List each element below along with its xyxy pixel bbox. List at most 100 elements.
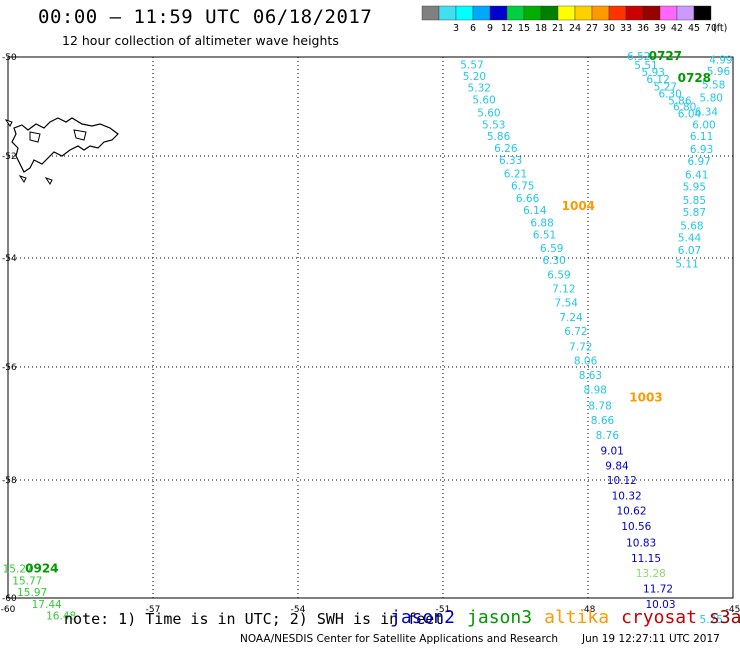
colorbar-swatch: [540, 5, 559, 21]
wave-height-value: 17.44: [32, 599, 62, 611]
wave-height-value: 6.59: [540, 243, 563, 255]
latitude-tick-label: -52: [2, 152, 17, 162]
wave-height-value: 6.51: [533, 230, 556, 242]
wave-height-value: 6.80: [673, 102, 696, 114]
wave-height-value: 5.85: [683, 195, 706, 207]
wave-height-value: 6.34: [695, 106, 719, 118]
wave-height-value: 6.93: [690, 144, 713, 156]
wave-height-value: 6.12: [646, 74, 669, 86]
wave-height-value: 9.84: [605, 460, 629, 472]
wave-height-value: 7.24: [559, 312, 583, 324]
wave-height-value: 16.48: [46, 611, 76, 623]
wave-height-value: 10.83: [626, 538, 656, 550]
wave-height-value: 8.63: [579, 370, 602, 382]
colorbar-unit-label: (ft): [713, 23, 727, 34]
wave-height-value: 5.44: [678, 233, 702, 245]
falkland-islands-coastline: [4, 117, 119, 185]
longitude-tick-label: -45: [726, 605, 740, 615]
wave-height-value: 5.68: [680, 220, 703, 232]
wave-height-value: 4.99: [709, 54, 732, 66]
pass-time-labels: 0727 0728 1004 1003 0924: [25, 49, 711, 575]
wave-height-value: 6.21: [504, 168, 527, 180]
colorbar-tick-label: 21: [552, 23, 564, 34]
footer-timestamp: Jun 19 12:27:11 UTC 2017: [582, 633, 720, 645]
colorbar-swatch: [591, 5, 610, 21]
colorbar-tick-label: 9: [487, 23, 493, 34]
wave-height-value: 7.54: [555, 298, 579, 310]
wave-height-value: 6.59: [547, 269, 570, 281]
colorbar-tick-label: 18: [535, 23, 547, 34]
wave-height-value: 6.30: [542, 255, 565, 267]
colorbar-swatch: [557, 5, 576, 21]
wave-height-value: 5.96: [707, 66, 731, 78]
colorbar-tick-label: 42: [671, 23, 683, 34]
wave-height-value: 5.86: [487, 131, 511, 143]
wave-height-value: 6.14: [523, 205, 547, 217]
satellite-legend: jason2 jason3 altika cryosat s3a: [390, 607, 740, 628]
wave-height-value: 11.15: [631, 553, 661, 565]
wave-height-value: 5.53: [482, 119, 505, 131]
colorbar-swatch: [659, 5, 678, 21]
colorbar-swatch: [608, 5, 627, 21]
latitude-tick-label: -56: [2, 363, 17, 373]
satellite-legend-altika: altika: [544, 607, 610, 628]
wave-height-value: 6.88: [530, 217, 553, 229]
latitude-tick-label: -50: [2, 53, 17, 63]
colorbar-swatch: [574, 5, 593, 21]
longitude-tick-label: -57: [146, 605, 161, 615]
longitude-tick-label: -60: [1, 605, 16, 615]
wave-height-value: 10.03: [645, 599, 675, 611]
color-legend: 3 6 9 12 15 18 21 24 27 30 33 36 39 42 45 70(ft): [421, 5, 727, 34]
wave-height-value: 5.11: [675, 258, 698, 270]
wave-height-value: 6.26: [494, 143, 518, 155]
pass-time-label: 0924: [25, 562, 58, 576]
colorbar-swatch: [523, 5, 542, 21]
wave-height-value: 5.60: [477, 107, 500, 119]
pass-time-label: 1004: [562, 199, 595, 213]
wave-height-value: 5.58: [702, 80, 725, 92]
colorbar-tick-label: 24: [569, 23, 581, 34]
latitude-tick-label: -58: [2, 476, 17, 486]
wave-height-value: 6.52: [627, 51, 650, 63]
wave-height-value: 5.80: [700, 93, 723, 105]
longitude-tick-label: -51: [436, 605, 451, 615]
wave-height-value: 5.57: [460, 59, 483, 71]
wave-height-value: 5.20: [463, 71, 486, 83]
wave-height-value: 10.12: [607, 475, 637, 487]
map-subtitle: 12 hour collection of altimeter wave hei…: [62, 33, 339, 48]
satellite-legend-jason3: jason3: [467, 607, 533, 628]
satellite-legend-jason2: jason2: [390, 607, 456, 628]
wave-height-value: 8.66: [591, 415, 615, 427]
satellite-legend-s3a: s3a: [708, 607, 740, 628]
footnote: note: 1) Time is in UTC; 2) SWH is in fe…: [64, 610, 444, 628]
colorbar-tick-label: 45: [688, 23, 700, 34]
satellite-legend-cryosat: cryosat: [621, 607, 697, 628]
colorbar-tick-label: 27: [586, 23, 598, 34]
colorbar-swatch: [455, 5, 474, 21]
wave-height-value: 5.95: [683, 182, 706, 194]
colorbar-swatch: [676, 5, 695, 21]
map-title: 00:00 – 11:59 UTC 06/18/2017: [38, 6, 373, 28]
wave-height-value: 9.01: [600, 446, 623, 458]
colorbar-tick-label: 3: [453, 23, 459, 34]
wave-height-value: 11.72: [643, 584, 673, 596]
wave-height-readings: 5.575.205.325.605.605.535.866.266.336.21…: [3, 51, 733, 626]
colorbar-swatch: [506, 5, 525, 21]
wave-height-value: 10.32: [612, 490, 642, 502]
wave-height-value: 15.97: [17, 587, 47, 599]
wave-height-value: 7.72: [569, 341, 592, 353]
colorbar-tick-label: 30: [603, 23, 615, 34]
longitude-tick-label: -48: [581, 605, 596, 615]
wave-height-value: 5.86: [668, 96, 692, 108]
wave-height-value: 6.30: [658, 89, 681, 101]
wave-height-value: 6.11: [690, 131, 713, 143]
map-frame: [7, 56, 734, 599]
wave-height-value: 13.28: [636, 568, 666, 580]
longitude-tick-label: -54: [291, 605, 306, 615]
wave-height-value: 10.56: [621, 521, 651, 533]
colorbar-swatch: [438, 5, 457, 21]
colorbar-tick-label: 36: [637, 23, 649, 34]
wave-height-value: 8.06: [574, 355, 598, 367]
